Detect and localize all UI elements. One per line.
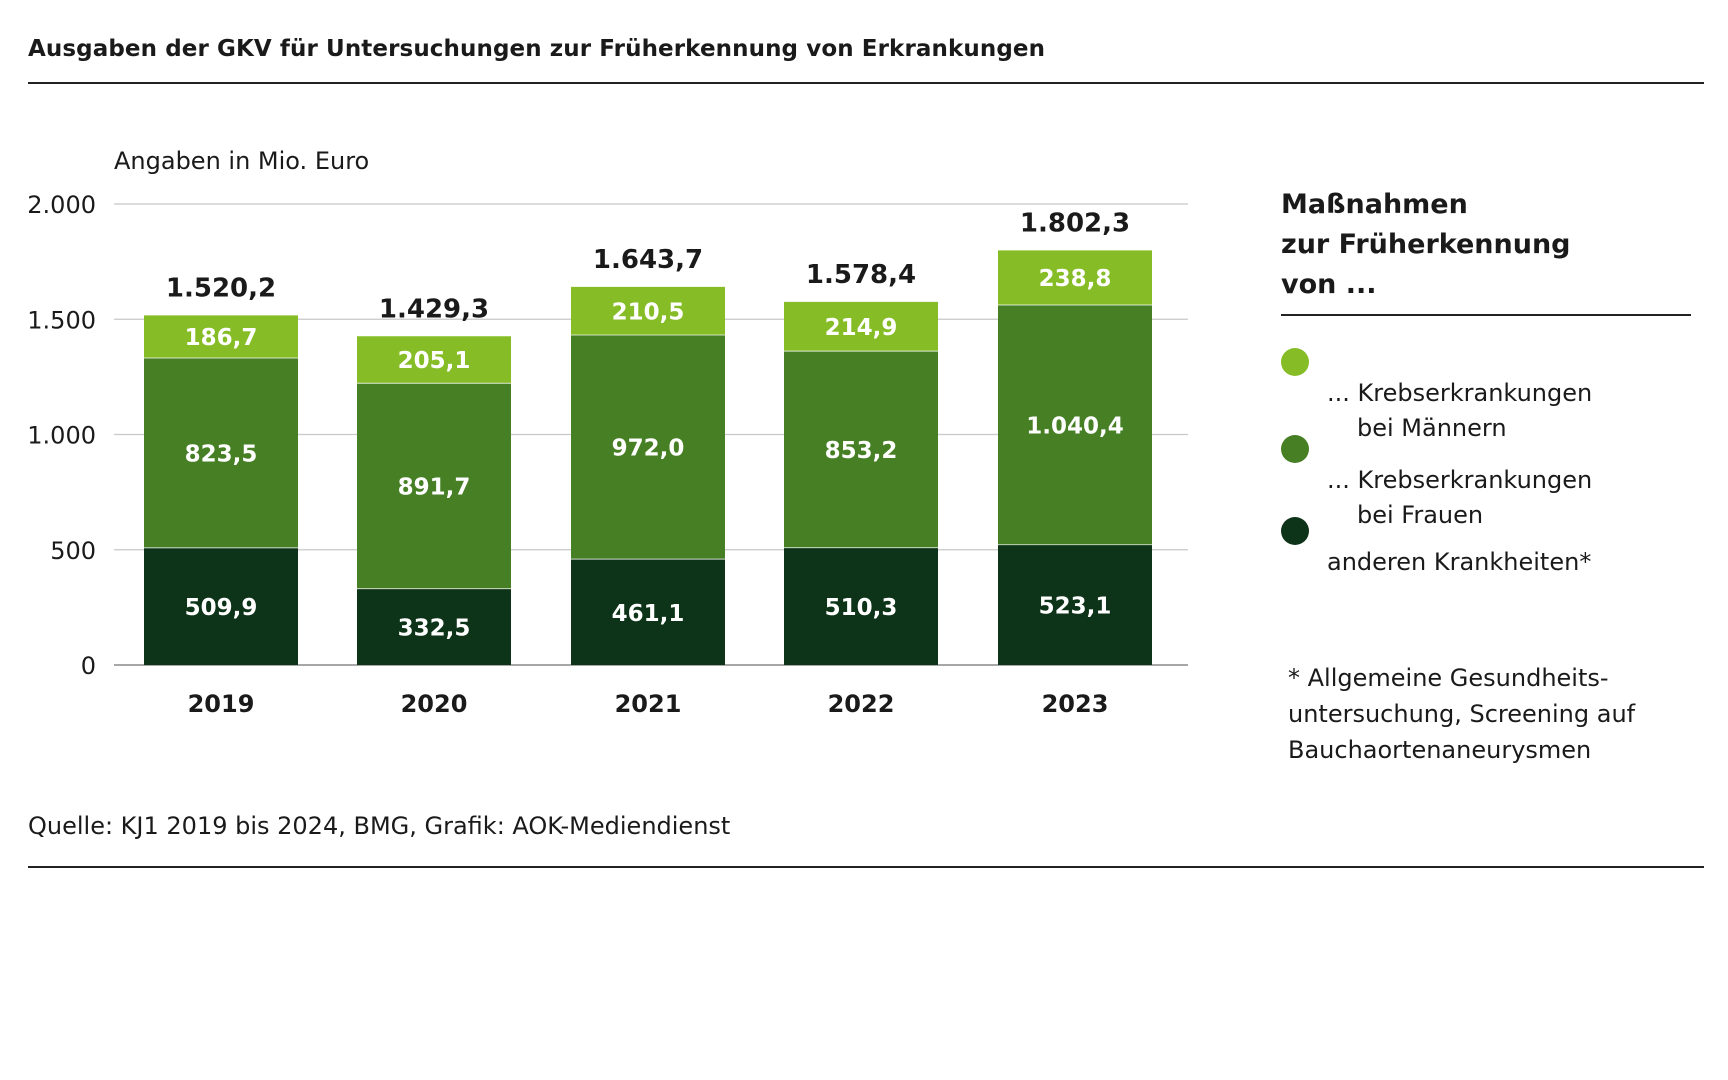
data-label: 461,1 bbox=[612, 601, 685, 627]
unit-label: Angaben in Mio. Euro bbox=[114, 147, 370, 175]
data-label: 523,1 bbox=[1039, 594, 1112, 620]
x-tick-label: 2019 bbox=[188, 690, 255, 718]
x-tick-label: 2023 bbox=[1042, 690, 1109, 718]
data-label: 891,7 bbox=[398, 475, 471, 501]
data-label: 853,2 bbox=[825, 438, 898, 464]
bar-segment bbox=[998, 304, 1152, 545]
total-label: 1.429,3 bbox=[379, 295, 489, 325]
data-label: 205,1 bbox=[398, 348, 471, 374]
data-label: 186,7 bbox=[185, 325, 258, 351]
legend-title: Maßnahmen zur Früherkennung von ... bbox=[1281, 185, 1571, 305]
legend-swatch bbox=[1281, 517, 1309, 545]
x-tick-label: 2020 bbox=[401, 690, 468, 718]
data-label: 210,5 bbox=[612, 299, 685, 325]
bar-segment bbox=[144, 357, 298, 548]
bar-segment bbox=[144, 547, 298, 665]
data-label: 509,9 bbox=[185, 595, 258, 621]
bar-segment bbox=[998, 544, 1152, 665]
bar-segment bbox=[357, 382, 511, 589]
title-divider bbox=[28, 82, 1704, 84]
data-label: 972,0 bbox=[612, 436, 685, 462]
bar-segment bbox=[571, 558, 725, 665]
legend-swatch bbox=[1281, 435, 1309, 463]
legend-label: ... Krebserkrankungen bbox=[1327, 466, 1593, 494]
total-label: 1.643,7 bbox=[593, 245, 703, 275]
x-tick-label: 2022 bbox=[828, 690, 895, 718]
x-tick-label: 2021 bbox=[615, 690, 682, 718]
bar-segment bbox=[784, 547, 938, 665]
data-label: 510,3 bbox=[825, 595, 898, 621]
data-label: 823,5 bbox=[185, 442, 258, 468]
data-label: 238,8 bbox=[1039, 266, 1112, 292]
legend-title-line: zur Früherkennung bbox=[1281, 229, 1571, 260]
y-tick-label: 2.000 bbox=[27, 191, 96, 219]
total-label: 1.802,3 bbox=[1020, 209, 1130, 239]
data-label: 332,5 bbox=[398, 616, 471, 642]
legend-item-maenner: ... Krebserkrankungen bei Männern bbox=[1281, 341, 1592, 481]
legend-swatch bbox=[1281, 348, 1309, 376]
total-label: 1.578,4 bbox=[806, 260, 916, 290]
legend-label-cont: bei Frauen bbox=[1357, 501, 1484, 529]
bar-segment bbox=[357, 335, 511, 383]
legend-title-line: von ... bbox=[1281, 269, 1377, 300]
data-label: 214,9 bbox=[825, 315, 898, 341]
bar-segment bbox=[144, 314, 298, 358]
legend-item-frauen: ... Krebserkrankungen bei Frauen bbox=[1281, 428, 1592, 568]
legend-title-line: Maßnahmen bbox=[1281, 189, 1468, 220]
legend-label-cont: bei Männern bbox=[1357, 414, 1507, 442]
data-label: 1.040,4 bbox=[1026, 414, 1124, 440]
footnote: * Allgemeine Gesundheits- untersuchung, … bbox=[1288, 660, 1708, 768]
footnote-line: Bauchaortenaneurysmen bbox=[1288, 736, 1592, 764]
y-tick-label: 1.000 bbox=[27, 422, 96, 450]
footnote-line: * Allgemeine Gesundheits- bbox=[1288, 664, 1609, 692]
footnote-line: untersuchung, Screening auf bbox=[1288, 700, 1636, 728]
y-tick-label: 1.500 bbox=[27, 306, 96, 334]
legend-divider bbox=[1281, 314, 1691, 316]
y-tick-label: 0 bbox=[81, 652, 96, 680]
legend-label: ... Krebserkrankungen bbox=[1327, 379, 1593, 407]
legend-label: anderen Krankheiten* bbox=[1327, 548, 1592, 576]
bar-segment bbox=[784, 350, 938, 548]
source-note: Quelle: KJ1 2019 bis 2024, BMG, Grafik: … bbox=[28, 812, 731, 840]
total-label: 1.520,2 bbox=[166, 274, 276, 304]
bar-segment bbox=[571, 334, 725, 559]
bar-segment bbox=[357, 588, 511, 665]
y-tick-label: 500 bbox=[50, 537, 96, 565]
bar-segment bbox=[571, 286, 725, 335]
legend-item-andere: anderen Krankheiten* bbox=[1281, 510, 1591, 580]
bottom-divider bbox=[28, 866, 1704, 868]
bar-segment bbox=[784, 301, 938, 351]
bar-segment bbox=[998, 249, 1152, 305]
chart-title: Ausgaben der GKV für Untersuchungen zur … bbox=[28, 36, 1046, 62]
